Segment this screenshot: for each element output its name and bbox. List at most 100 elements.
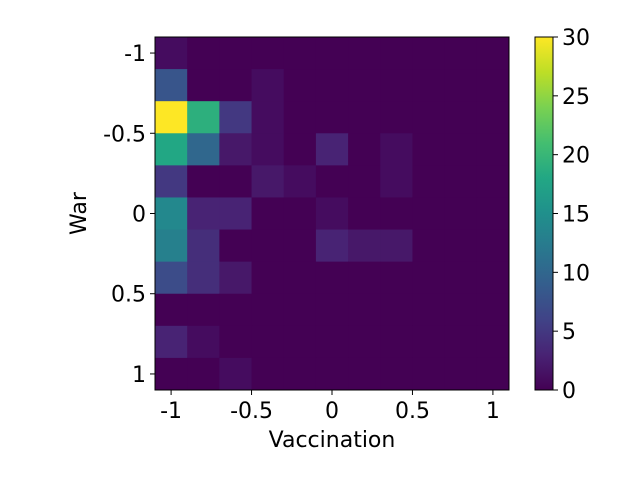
heatmap-cell — [219, 165, 253, 198]
heatmap-cell — [412, 69, 446, 102]
heatmap-cell — [380, 261, 413, 295]
heatmap-cell — [155, 101, 188, 134]
heatmap-cell — [283, 133, 317, 166]
heatmap-cell — [444, 101, 478, 134]
heatmap-cell — [412, 261, 446, 295]
heatmap-cell — [219, 69, 253, 102]
heatmap-cell — [187, 261, 220, 295]
heatmap-cell — [476, 197, 510, 231]
heatmap-cell — [476, 229, 510, 263]
heatmap-cell — [476, 101, 510, 134]
heatmap-cell — [219, 37, 253, 70]
y-tick-label: 0.5 — [111, 283, 146, 308]
heatmap-cell — [412, 197, 446, 231]
heatmap-cell — [283, 69, 317, 102]
heatmap-cell — [348, 101, 381, 134]
heatmap-cell — [315, 357, 349, 391]
y-tick-label: -1 — [124, 42, 146, 67]
heatmap-cell — [187, 101, 220, 134]
colorbar-tick-label: 15 — [562, 203, 590, 228]
heatmap-cell — [444, 229, 478, 263]
heatmap-cell — [251, 133, 285, 166]
heatmap-cell — [155, 165, 188, 198]
heatmap-cell — [187, 197, 220, 231]
heatmap-cell — [380, 357, 413, 391]
heatmap-cell — [380, 229, 413, 263]
heatmap-cell — [476, 69, 510, 102]
heatmap-cell — [283, 293, 317, 327]
heatmap-cells — [155, 37, 510, 391]
heatmap-cell — [155, 197, 188, 231]
heatmap-cell — [412, 37, 446, 70]
heatmap-cell — [476, 37, 510, 70]
colorbar-tick-label: 30 — [562, 26, 590, 51]
heatmap-cell — [315, 293, 349, 327]
heatmap-cell — [315, 197, 349, 231]
heatmap-cell — [187, 37, 220, 70]
heatmap-cell — [219, 229, 253, 263]
heatmap-cell — [315, 133, 349, 166]
heatmap-cell — [315, 261, 349, 295]
heatmap-cell — [155, 229, 188, 263]
heatmap-cell — [412, 101, 446, 134]
heatmap-cell — [251, 197, 285, 231]
heatmap-cell — [283, 37, 317, 70]
heatmap-cell — [283, 357, 317, 391]
heatmap-cell — [444, 293, 478, 327]
heatmap-cell — [219, 325, 253, 359]
y-axis-label: War — [67, 191, 92, 235]
heatmap-cell — [251, 325, 285, 359]
heatmap-cell — [380, 69, 413, 102]
colorbar-tick-label: 5 — [562, 320, 576, 345]
heatmap-cell — [283, 165, 317, 198]
heatmap-cell — [444, 325, 478, 359]
heatmap-cell — [315, 37, 349, 70]
colorbar-tick-label: 10 — [562, 261, 590, 286]
heatmap-cell — [283, 261, 317, 295]
heatmap-cell — [251, 165, 285, 198]
heatmap-cell — [155, 37, 188, 70]
y-axis: -1 -0.5 0 0.5 1 — [103, 42, 155, 388]
heatmap-cell — [155, 133, 188, 166]
heatmap-cell — [380, 101, 413, 134]
colorbar — [534, 36, 554, 391]
heatmap-cell — [380, 325, 413, 359]
heatmap-cell — [155, 325, 188, 359]
heatmap-cell — [155, 69, 188, 102]
heatmap-cell — [155, 357, 188, 391]
heatmap-cell — [315, 69, 349, 102]
heatmap-cell — [380, 37, 413, 70]
heatmap-cell — [348, 165, 381, 198]
x-axis: -1 -0.5 0 0.5 1 — [160, 390, 500, 424]
heatmap-cell — [187, 133, 220, 166]
heatmap-cell — [348, 293, 381, 327]
heatmap-cell — [251, 261, 285, 295]
heatmap-cell — [219, 357, 253, 391]
heatmap-cell — [380, 133, 413, 166]
heatmap-cell — [348, 261, 381, 295]
heatmap-cell — [476, 261, 510, 295]
heatmap-cell — [348, 133, 381, 166]
heatmap-cell — [444, 69, 478, 102]
heatmap-cell — [187, 69, 220, 102]
heatmap-cell — [476, 133, 510, 166]
heatmap-cell — [380, 293, 413, 327]
heatmap-cell — [348, 69, 381, 102]
heatmap-cell — [283, 197, 317, 231]
heatmap-cell — [251, 101, 285, 134]
heatmap-cell — [476, 325, 510, 359]
heatmap-cell — [444, 261, 478, 295]
heatmap-cell — [476, 293, 510, 327]
x-tick-label: -0.5 — [230, 399, 273, 424]
heatmap-cell — [219, 293, 253, 327]
x-tick-label: 0.5 — [395, 399, 430, 424]
heatmap-cell — [251, 37, 285, 70]
y-tick-label: 1 — [132, 363, 146, 388]
heatmap-cell — [444, 37, 478, 70]
heatmap-cell — [476, 165, 510, 198]
heatmap-cell — [412, 325, 446, 359]
heatmap-cell — [283, 325, 317, 359]
heatmap-cell — [412, 229, 446, 263]
heatmap-cell — [251, 69, 285, 102]
